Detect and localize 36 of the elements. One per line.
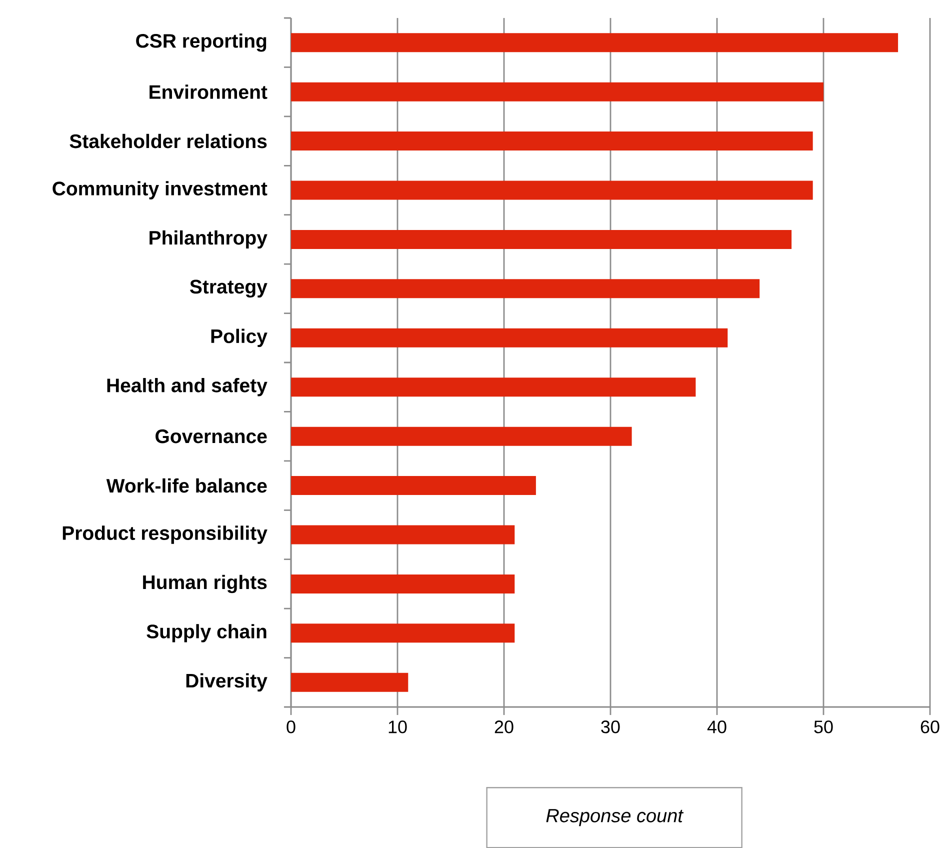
y-tick-label: CSR reporting — [136, 33, 266, 52]
y-tick-label: Governance — [156, 429, 267, 444]
y-tick-label: Strategy — [190, 280, 268, 298]
bar — [291, 180, 813, 200]
bar — [291, 574, 515, 594]
y-tick-label: Community investment — [52, 181, 268, 200]
y-tick-label: Policy — [211, 328, 268, 347]
y-tick-label: Supply chain — [146, 624, 266, 642]
bar — [291, 525, 515, 544]
x-tick-label: 30 — [601, 720, 620, 734]
y-tick-label: Philanthropy — [150, 230, 268, 249]
bar — [291, 476, 536, 496]
x-tick-label: 20 — [494, 720, 514, 734]
bar — [291, 624, 515, 643]
y-tick-label: Human rights — [143, 574, 267, 594]
bar — [291, 378, 696, 397]
bar — [291, 328, 728, 348]
y-tick-label: Product responsibility — [62, 526, 268, 544]
x-tick-label: 40 — [707, 720, 726, 734]
bar — [291, 672, 408, 692]
bar — [291, 279, 760, 298]
x-tick-label: 50 — [814, 720, 833, 734]
y-tick-label: Work-life balance — [106, 478, 267, 493]
y-tick-label: Diversity — [186, 673, 268, 692]
y-tick-label: Health and safety — [107, 378, 268, 396]
bar — [291, 132, 813, 151]
bar — [291, 426, 632, 446]
bar — [291, 230, 792, 249]
y-tick-label: Stakeholder relations — [70, 134, 267, 148]
x-tick-label: 60 — [920, 720, 940, 734]
x-tick-label: 0 — [286, 720, 296, 734]
y-tick-label: Environment — [150, 84, 268, 99]
bar — [291, 33, 898, 52]
bar — [291, 82, 824, 102]
x-axis-title: Response count — [546, 809, 684, 826]
x-tick-label: 10 — [388, 720, 407, 734]
